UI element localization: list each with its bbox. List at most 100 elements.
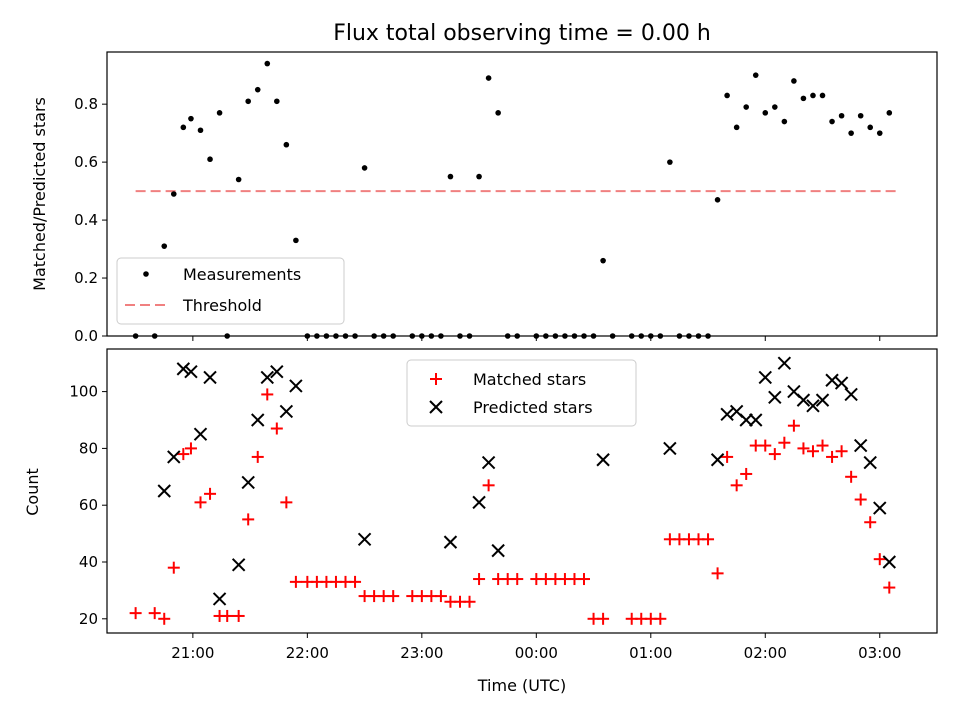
- measurement-point: [590, 333, 597, 339]
- matched-star-point: [289, 575, 302, 588]
- matched-star-point: [349, 575, 362, 588]
- measurement-point: [647, 333, 654, 339]
- predicted-star-point: [472, 495, 486, 510]
- matched-star-point: [177, 448, 190, 461]
- predicted-star-point: [491, 543, 505, 558]
- matched-star-point: [148, 607, 161, 620]
- matched-star-point: [184, 442, 197, 455]
- matched-star-point: [787, 419, 800, 432]
- measurement-point: [224, 333, 231, 339]
- top-y-tick-label: 0.2: [74, 269, 98, 287]
- measurement-point: [274, 98, 280, 105]
- measurement-point: [600, 257, 606, 264]
- measurement-point: [705, 333, 711, 339]
- measurement-point: [476, 173, 482, 180]
- legend-label-threshold: Threshold: [182, 296, 262, 315]
- predicted-star-point: [749, 413, 763, 427]
- predicted-star-point: [251, 413, 265, 427]
- measurement-point: [342, 333, 349, 339]
- measurement-point: [438, 333, 444, 339]
- measurement-point: [676, 333, 683, 339]
- measurement-point: [293, 237, 299, 244]
- measurement-point: [216, 110, 223, 116]
- top-legend-box: [116, 257, 345, 325]
- top-y-tick-label: 0.8: [74, 95, 98, 113]
- predicted-star-point: [758, 370, 772, 385]
- top-y-tick-label: 0.0: [74, 327, 98, 345]
- measurement-point: [762, 110, 769, 116]
- measurement-point: [886, 110, 893, 116]
- measurement-point: [361, 165, 368, 171]
- matched-star-point: [768, 448, 781, 461]
- predicted-star-point: [481, 455, 496, 470]
- predicted-star-point: [289, 379, 303, 393]
- predicted-star-point: [710, 453, 725, 467]
- bottom-y-tick-label: 60: [79, 496, 98, 514]
- predicted-star-point: [443, 535, 458, 549]
- predicted-star-point: [157, 484, 171, 498]
- measurement-point: [132, 333, 139, 339]
- measurement-point: [552, 333, 559, 339]
- matched-star-point: [730, 479, 743, 492]
- top-y-tick-label: 0.6: [74, 153, 98, 171]
- measurement-point: [581, 333, 587, 339]
- predicted-star-point: [739, 413, 753, 427]
- predicted-star-point: [663, 441, 677, 456]
- measurement-point: [562, 333, 568, 339]
- bottom-y-axis-label: Count: [23, 468, 42, 516]
- predicted-star-point: [176, 362, 191, 376]
- measurement-point: [352, 333, 358, 339]
- measurement-point: [819, 92, 826, 99]
- measurement-point: [514, 333, 521, 339]
- predicted-star-point: [279, 404, 294, 419]
- measurement-point: [848, 130, 854, 136]
- top-y-ticks: 0.0 0.2 0.4 0.6 0.8: [74, 95, 107, 345]
- bottom-y-tick-label: 20: [79, 610, 98, 628]
- measurement-point: [188, 115, 194, 122]
- bottom-legend-box: [406, 359, 637, 427]
- matched-star-point: [194, 496, 207, 509]
- x-axis-label: Time (UTC): [477, 676, 566, 695]
- matched-star-point: [204, 487, 217, 500]
- matched-star-point: [778, 436, 791, 449]
- measurement-point: [752, 72, 759, 78]
- measurement-point: [772, 104, 778, 110]
- predicted-star-point: [167, 450, 181, 464]
- predicted-star-point: [720, 407, 734, 422]
- matched-star-point: [473, 573, 486, 586]
- legend-label-matched: Matched stars: [473, 370, 586, 389]
- measurement-point: [724, 92, 730, 99]
- measurement-point: [733, 124, 740, 131]
- measurement-point: [686, 333, 692, 339]
- measurement-point: [161, 243, 168, 249]
- predicted-star-points: [157, 356, 897, 606]
- predicted-star-point: [777, 356, 792, 370]
- measurement-point: [829, 118, 835, 125]
- matched-star-point: [835, 445, 848, 458]
- matched-star-point: [578, 573, 591, 586]
- measurement-point: [695, 333, 702, 339]
- measurement-point: [428, 333, 435, 339]
- bottom-legend: Matched stars Predicted stars: [406, 359, 637, 427]
- matched-star-point: [806, 445, 819, 458]
- measurement-point: [197, 127, 204, 134]
- measurement-point: [495, 110, 501, 116]
- measurement-point: [283, 141, 290, 148]
- measurement-point: [504, 333, 511, 339]
- measurement-point: [466, 333, 473, 339]
- matched-star-point: [597, 612, 610, 625]
- matched-star-point: [511, 573, 524, 586]
- measurement-point: [457, 333, 463, 339]
- matched-star-point: [873, 553, 886, 566]
- bottom-y-tick-label: 100: [69, 383, 98, 401]
- top-plot-frame: [106, 51, 938, 337]
- legend-marker-predicted: [429, 400, 443, 414]
- measurement-point: [657, 333, 664, 339]
- x-tick-label: 22:00: [286, 644, 329, 662]
- bottom-panel: 20 40 60 80 100 21:00 22:00 23:00 00:00 01:00 02:…: [23, 348, 938, 695]
- matched-star-point: [654, 612, 667, 625]
- measurement-point: [533, 333, 540, 339]
- matched-star-point: [221, 609, 234, 622]
- measurement-point: [714, 196, 721, 203]
- matched-star-point: [158, 612, 171, 625]
